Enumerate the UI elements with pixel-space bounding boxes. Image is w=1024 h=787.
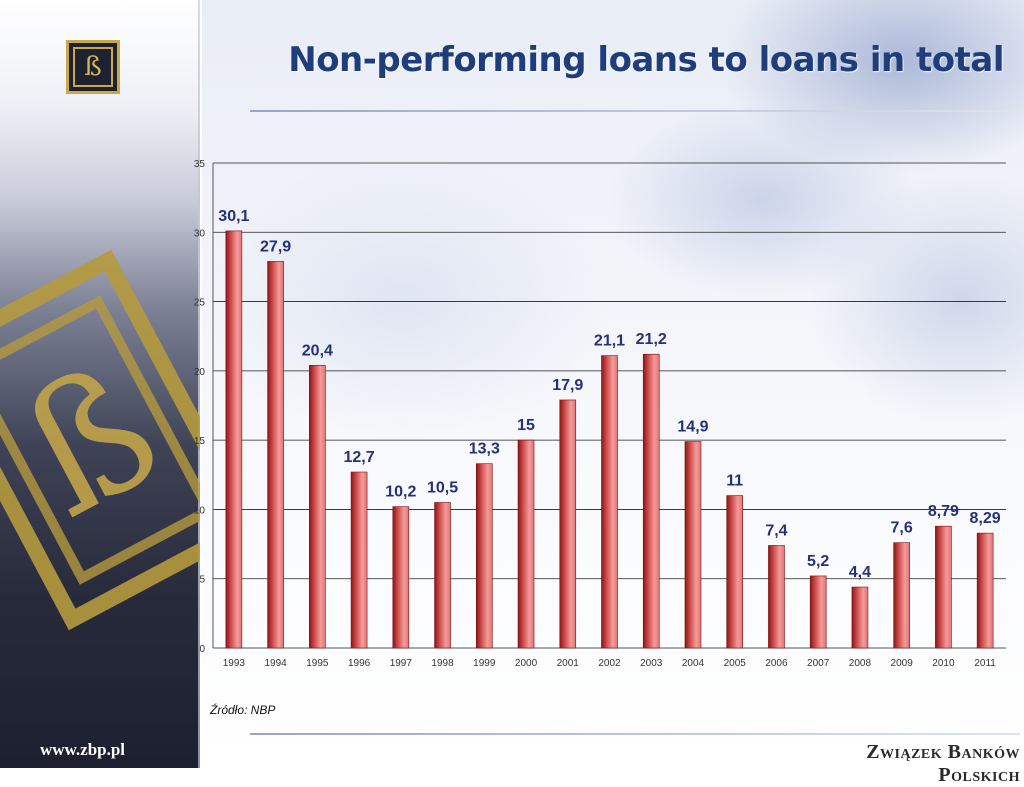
- x-tick-label-2006: 2006: [765, 658, 788, 669]
- y-tick-label: 5: [199, 575, 205, 586]
- x-tick-label-1996: 1996: [348, 658, 371, 669]
- bar-2005: [726, 495, 744, 649]
- data-label-1993: 30,1: [218, 208, 249, 225]
- data-label-1996: 12,7: [344, 449, 375, 466]
- data-label-2007: 5,2: [807, 553, 829, 570]
- data-labels: 30,1 27,9 20,4 12,7 10,2 10,5 13,3 15 17,9 21,1 21…: [218, 208, 1001, 581]
- data-label-2003: 21,2: [636, 331, 667, 348]
- bar-2000: [517, 439, 535, 649]
- data-label-1999: 13,3: [469, 441, 500, 458]
- data-label-2005: 11: [726, 473, 743, 490]
- left-panel: ß ß www.zbp.pl: [0, 0, 200, 768]
- y-tick-labels: 0 5 10 15 20 25 30 35: [194, 159, 206, 655]
- data-label-2001: 17,9: [552, 377, 583, 394]
- bar-2010: [935, 525, 952, 649]
- x-tick-label-2010: 2010: [932, 658, 955, 669]
- bar-2006: [768, 545, 785, 649]
- bar-1997: [392, 506, 410, 649]
- data-label-2011: 8,29: [970, 510, 1001, 527]
- x-tick-label-2002: 2002: [598, 658, 621, 669]
- y-tick-label: 20: [194, 367, 206, 378]
- y-tick-label: 25: [194, 298, 206, 309]
- data-label-1998: 10,5: [427, 480, 458, 497]
- x-tick-label-2011: 2011: [974, 658, 996, 669]
- y-tick-label: 0: [199, 644, 205, 655]
- bar-1995: [309, 365, 326, 649]
- footer-rule: [250, 733, 1020, 735]
- bar-2004: [684, 441, 702, 649]
- bar-1996: [350, 471, 368, 649]
- bar-2007: [809, 575, 827, 649]
- brand-name: Związek Banków Polskich: [866, 741, 1020, 786]
- data-label-2004: 14,9: [677, 419, 708, 436]
- data-label-2002: 21,1: [594, 333, 625, 350]
- bar-2001: [559, 399, 577, 649]
- x-tick-label-1997: 1997: [390, 658, 413, 669]
- bar-2011: [976, 532, 994, 649]
- bar-2002: [601, 355, 618, 649]
- x-tick-label-1994: 1994: [264, 658, 287, 669]
- logo-glyph: ß: [73, 47, 113, 87]
- data-label-1994: 27,9: [260, 238, 291, 255]
- y-tick-label: 30: [194, 228, 206, 239]
- y-tick-label: 15: [194, 436, 206, 447]
- data-label-1995: 20,4: [302, 342, 333, 359]
- x-tick-label-2008: 2008: [849, 658, 872, 669]
- site-url[interactable]: www.zbp.pl: [40, 740, 126, 759]
- bar-2009: [893, 542, 910, 649]
- bar-1993: [225, 230, 243, 649]
- bar-2003: [642, 353, 660, 649]
- bar-1998: [434, 502, 451, 649]
- data-label-2010: 8,79: [928, 503, 959, 520]
- bars: [225, 230, 994, 649]
- x-tick-label-1993: 1993: [223, 658, 246, 669]
- zbp-emblem-large: ß: [0, 249, 200, 631]
- title-rule: [250, 110, 1020, 112]
- x-tick-label-2007: 2007: [807, 658, 830, 669]
- x-tick-labels: 1993 1994 1995 1996 1997 1998 1999 2000 2001 2002…: [223, 658, 997, 669]
- bar-1994: [267, 261, 284, 649]
- bar-chart: 0 5 10 15 20 25 30 35 30,1 27,9 20,4 12,7 10,2 10,5 1…: [194, 159, 1006, 669]
- x-tick-label-2009: 2009: [891, 658, 914, 669]
- data-label-2000: 15: [517, 417, 535, 434]
- data-label-2009: 7,6: [891, 520, 913, 537]
- x-tick-label-2000: 2000: [515, 658, 538, 669]
- x-tick-label-1995: 1995: [306, 658, 329, 669]
- data-label-1997: 10,2: [385, 484, 416, 501]
- panel-divider: [198, 0, 200, 768]
- bar-1999: [475, 463, 493, 649]
- zbp-logo: ß: [66, 40, 120, 94]
- slide-title: Non-performing loans to loans in total: [288, 40, 1004, 80]
- x-tick-label-2004: 2004: [682, 658, 705, 669]
- x-tick-label-2005: 2005: [724, 658, 747, 669]
- data-label-2006: 7,4: [765, 522, 787, 539]
- y-tick-label: 35: [194, 159, 206, 170]
- x-tick-label-1999: 1999: [473, 658, 496, 669]
- source-note: Źródło: NBP: [210, 703, 276, 717]
- y-tick-label: 10: [194, 505, 206, 516]
- x-tick-label-2003: 2003: [640, 658, 663, 669]
- x-tick-label-2001: 2001: [557, 658, 580, 669]
- bar-2008: [851, 586, 869, 649]
- data-label-2008: 4,4: [849, 564, 871, 581]
- x-tick-label-1998: 1998: [431, 658, 454, 669]
